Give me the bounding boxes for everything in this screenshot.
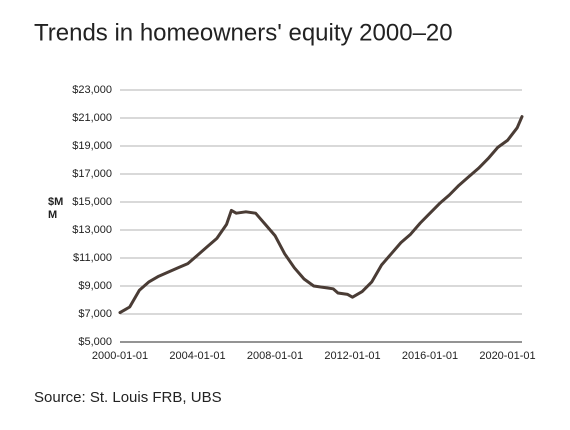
data-line [118, 115, 524, 315]
chart-title: Trends in homeowners' equity 2000–20 [34, 19, 453, 46]
y-tick-label: $19,000 [72, 140, 112, 152]
y-tick-label: $21,000 [72, 112, 112, 124]
x-tick-label: 2012-01-01 [324, 350, 380, 362]
y-tick-label: $17,000 [72, 168, 112, 180]
x-tick-label: 2000-01-01 [92, 350, 148, 362]
x-tick-label: 2020-01-01 [479, 350, 535, 362]
y-tick-label: $15,000 [72, 196, 112, 208]
y-tick-label: $13,000 [72, 224, 112, 236]
x-tick-label: 2004-01-01 [169, 350, 225, 362]
y-tick-label: $5,000 [78, 336, 112, 348]
y-tick-label: $9,000 [78, 280, 112, 292]
y-tick-label: $23,000 [72, 84, 112, 96]
x-tick-label: 2016-01-01 [402, 350, 458, 362]
y-axis-label: $MM [48, 196, 64, 221]
x-tick-label: 2008-01-01 [247, 350, 303, 362]
y-tick-label: $11,000 [73, 252, 112, 264]
y-tick-label: $7,000 [78, 308, 112, 320]
source-note: Source: St. Louis FRB, UBS [34, 389, 222, 406]
